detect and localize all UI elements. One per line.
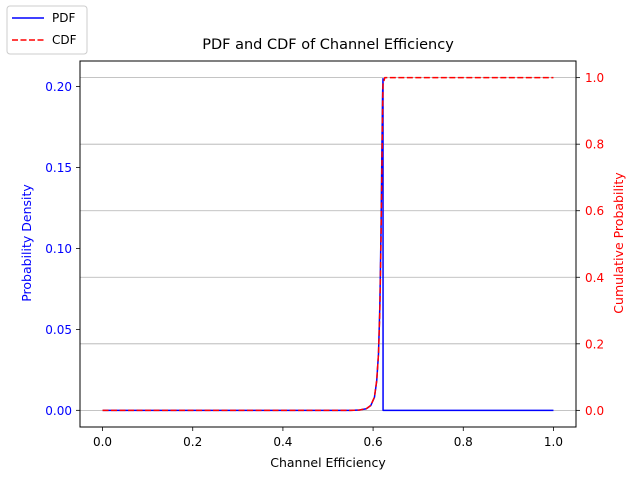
y-left-tick-label: 0.10: [45, 242, 72, 256]
y-axis-right: 0.0 0.2 0.4 0.6 0.8 1.0: [576, 71, 604, 418]
y-left-tick-label: 0.05: [45, 323, 72, 337]
x-axis-label: Channel Efficiency: [270, 455, 386, 470]
y-left-tick-label: 0.15: [45, 161, 72, 175]
x-tick-label: 0.6: [364, 435, 383, 449]
y-right-tick-label: 0.8: [585, 138, 604, 152]
x-tick-label: 0.8: [454, 435, 473, 449]
chart-title: PDF and CDF of Channel Efficiency: [202, 37, 454, 53]
y-axis-right-label: Cumulative Probability: [611, 172, 626, 314]
series-cdf-line: [102, 76, 554, 412]
y-right-tick-label: 0.0: [585, 404, 604, 418]
y-axis-left-label: Probability Density: [19, 184, 34, 302]
legend: PDF CDF: [6, 5, 88, 55]
x-tick-label: 1.0: [544, 435, 563, 449]
series-layer: [102, 76, 554, 412]
x-tick-label: 0.0: [93, 435, 112, 449]
y-right-tick-label: 1.0: [585, 71, 604, 85]
y-left-tick-label: 0.00: [45, 404, 72, 418]
y-right-tick-label: 0.6: [585, 204, 604, 218]
y-left-tick-label: 0.20: [45, 80, 72, 94]
x-tick-label: 0.4: [273, 435, 292, 449]
legend-cdf-label: CDF: [52, 33, 77, 47]
legend-pdf-label: PDF: [52, 11, 75, 25]
x-tick-label: 0.2: [183, 435, 202, 449]
y-right-tick-label: 0.2: [585, 337, 604, 351]
y-axis-left: 0.00 0.05 0.10 0.15 0.20: [45, 80, 80, 418]
series-pdf-line: [102, 78, 554, 412]
grid: [80, 77, 576, 411]
x-axis: 0.0 0.2 0.4 0.6 0.8 1.0: [93, 427, 563, 449]
y-right-tick-label: 0.4: [585, 271, 604, 285]
plot-frame: [79, 60, 577, 428]
